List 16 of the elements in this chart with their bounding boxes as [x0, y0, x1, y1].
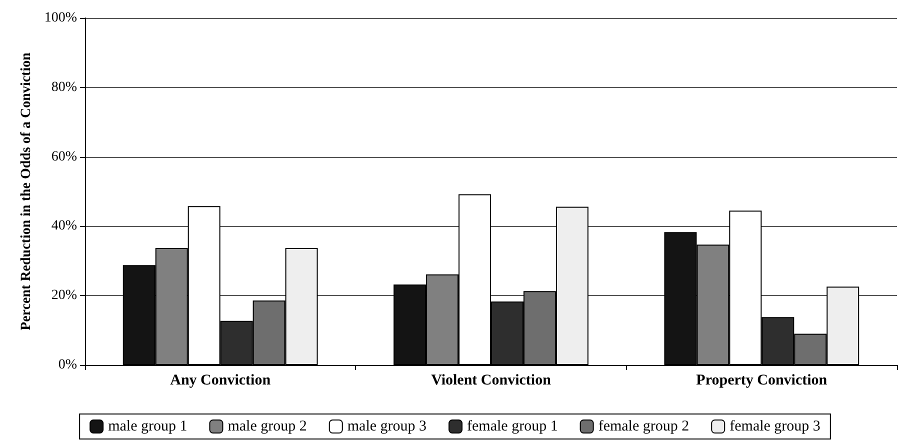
legend-label: female group 2: [598, 418, 690, 434]
y-tick-label: 100%: [44, 10, 78, 26]
legend-label: male group 2: [228, 418, 307, 434]
y-tick-label: 40%: [51, 218, 78, 234]
x-tick-label: Violent Conviction: [431, 372, 552, 388]
legend-label: male group 3: [347, 418, 427, 434]
y-tick-label: 60%: [51, 149, 78, 164]
y-tick-label: 80%: [51, 80, 78, 95]
legend-label: female group 1: [467, 418, 558, 434]
legend-label: female group 3: [730, 418, 820, 434]
y-tick-label: 20%: [51, 288, 78, 304]
legend-label: male group 1: [108, 418, 188, 434]
y-axis-title: Percent Reduction in the Odds of a Conviction: [18, 52, 34, 330]
x-tick-label: Any Conviction: [170, 372, 272, 388]
x-tick-label: Property Conviction: [696, 372, 828, 388]
y-tick-label: 0%: [58, 358, 78, 372]
